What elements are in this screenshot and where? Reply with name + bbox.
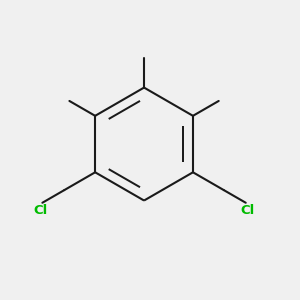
- Text: Cl: Cl: [240, 204, 254, 217]
- Text: Cl: Cl: [34, 204, 48, 217]
